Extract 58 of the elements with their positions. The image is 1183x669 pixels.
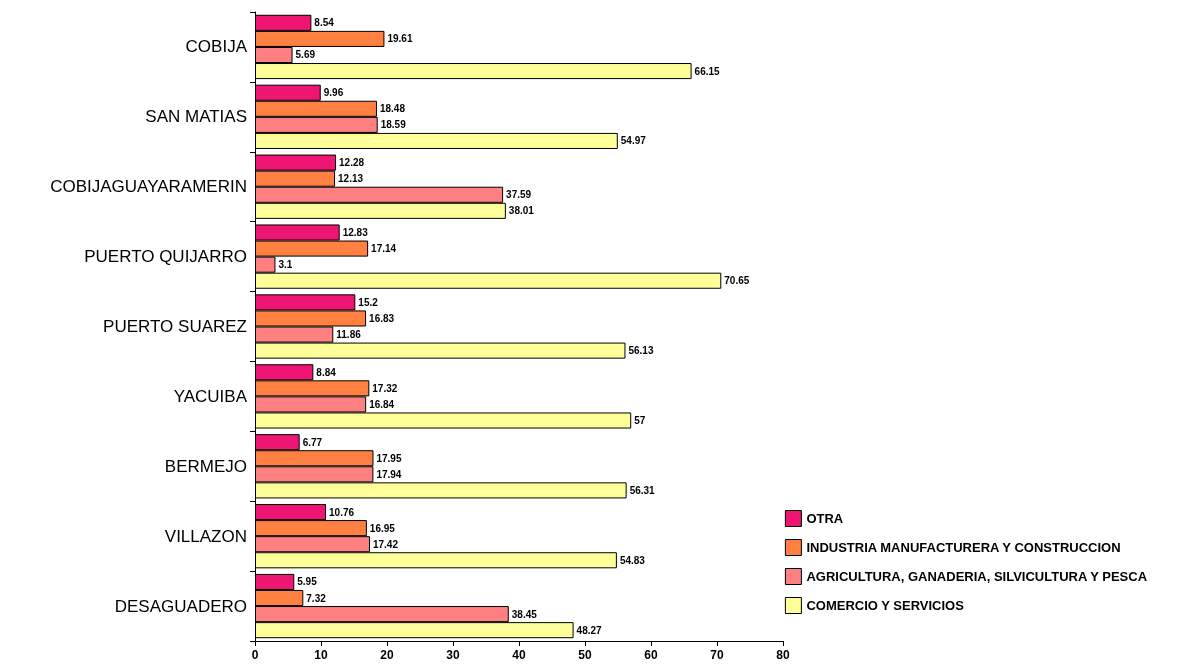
y-tick-label: PUERTO QUIJARRO (84, 247, 247, 267)
y-tick-label: COBIJA (185, 37, 248, 57)
y-tick-label: PUERTO SUAREZ (103, 317, 247, 336)
y-tick-label: DESAGUADERO (114, 596, 247, 616)
data-label: 56.31 (629, 484, 656, 496)
data-label: 7.32 (306, 592, 327, 604)
data-label: 48.27 (576, 624, 603, 636)
y-tick-label: VILLAZON (164, 526, 247, 546)
data-label: 16.95 (369, 522, 396, 534)
data-label: 18.48 (379, 103, 406, 115)
data-label: 18.59 (380, 119, 407, 131)
y-tick-label: SAN MATIAS (145, 107, 247, 127)
x-tick-label: 50 (578, 648, 592, 662)
data-label: 16.84 (369, 398, 395, 410)
data-label: 3.1 (278, 259, 293, 271)
data-label: 17.14 (371, 243, 397, 255)
data-label: 54.97 (620, 135, 647, 147)
data-label: 38.01 (508, 205, 535, 217)
data-label: 17.42 (372, 538, 399, 550)
data-label: 57 (634, 415, 646, 426)
data-label: 70.65 (724, 275, 750, 287)
legend-label: AGRICULTURA, GANADERIA, SILVICULTURA Y PESCA (806, 569, 1148, 584)
data-label: 15.2 (358, 296, 379, 308)
x-tick-label: 80 (776, 648, 790, 662)
x-tick-label: 10 (314, 648, 328, 662)
data-label: 11.86 (336, 329, 362, 341)
x-tick-label: 30 (446, 648, 460, 662)
y-tick-label: YACUIBA (173, 386, 248, 406)
data-label: 12.83 (342, 227, 369, 238)
data-label: 38.45 (511, 608, 538, 620)
data-label: 56.13 (628, 345, 654, 357)
legend-label: OTRA (806, 511, 844, 526)
data-label: 19.61 (387, 33, 413, 45)
data-label: 8.54 (314, 17, 335, 29)
legend-label: INDUSTRIA MANUFACTURERA Y CONSTRUCCION (806, 540, 1121, 555)
data-label: 12.13 (338, 173, 364, 185)
data-label: 5.69 (295, 49, 316, 61)
data-label: 17.94 (376, 468, 402, 480)
x-tick-label: 0 (251, 648, 259, 662)
data-label: 5.95 (297, 576, 318, 588)
data-label: 8.84 (316, 366, 337, 378)
data-label: 16.83 (369, 312, 395, 324)
data-label: 17.95 (376, 452, 402, 464)
data-label: 12.28 (339, 157, 365, 169)
x-tick-label: 60 (644, 648, 658, 662)
data-label: 9.96 (323, 87, 344, 99)
data-label: 10.76 (329, 506, 355, 518)
data-label: 6.77 (302, 436, 323, 448)
y-tick-label: COBIJAGUAYARAMERIN (50, 177, 247, 197)
data-label: 37.59 (506, 189, 532, 201)
x-tick-label: 70 (710, 648, 724, 662)
data-label: 17.32 (372, 382, 398, 394)
data-label: 54.83 (619, 554, 646, 566)
y-tick-label: BERMEJO (164, 456, 247, 476)
x-tick-label: 40 (512, 648, 526, 662)
data-label: 66.15 (694, 65, 721, 77)
x-tick-label: 20 (380, 648, 394, 662)
legend-label: COMERCIO Y SERVICIOS (806, 598, 965, 613)
